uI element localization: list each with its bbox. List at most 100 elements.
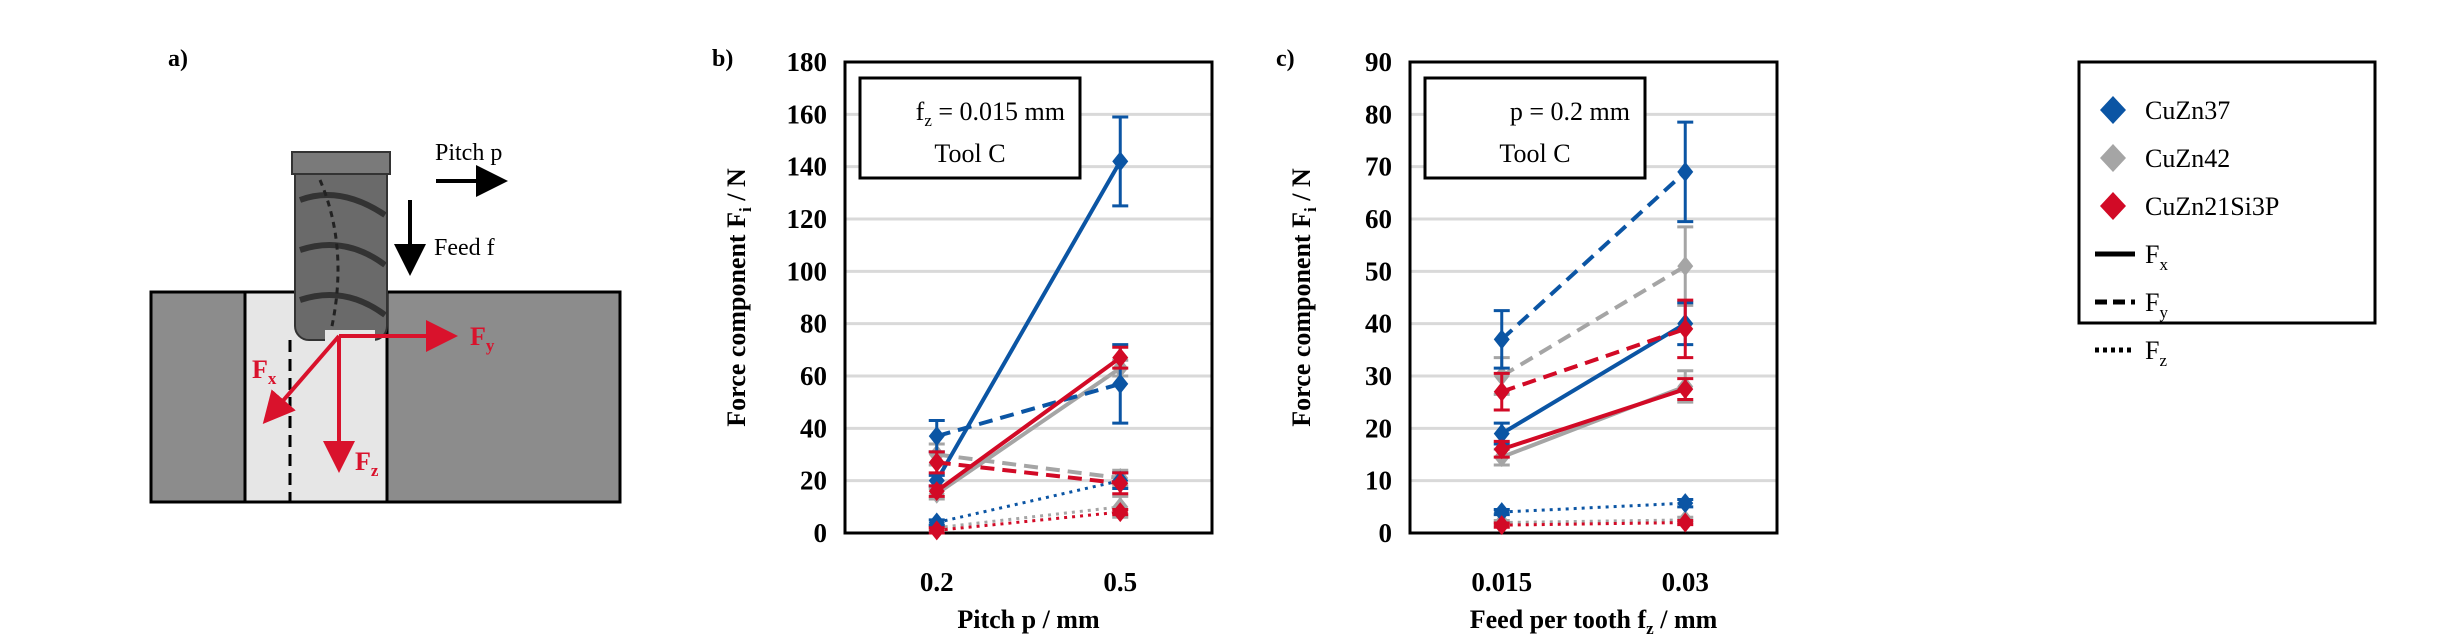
series-cuzn37-fy <box>1493 120 1694 370</box>
data-point-marker <box>1112 347 1129 368</box>
data-point-marker <box>1493 502 1510 523</box>
annotation-line2: Tool C <box>934 139 1005 168</box>
legend-label: Fy <box>2145 288 2168 322</box>
y-tick-label: 50 <box>1365 256 1392 286</box>
y-tick-label: 100 <box>787 256 828 286</box>
data-point-marker <box>928 426 945 447</box>
y-tick-label: 120 <box>787 204 828 234</box>
series-cuzn21si3p-fy <box>928 450 1129 496</box>
data-point-marker <box>1493 381 1510 402</box>
y-tick-label: 30 <box>1365 361 1392 391</box>
data-point-marker <box>1112 373 1129 394</box>
x-tick-label: 0.03 <box>1662 567 1709 597</box>
series-line <box>935 366 1122 496</box>
series-line <box>1501 518 1686 525</box>
annotation-line1: p = 0.2 mm <box>1510 97 1630 126</box>
panel-label-b: b) <box>712 46 733 72</box>
y-tick-label: 140 <box>787 152 828 182</box>
series-line <box>936 381 1121 439</box>
annotation-line2: Tool C <box>1499 139 1570 168</box>
fz-label: Fz <box>355 447 379 480</box>
series-line <box>936 479 1121 524</box>
data-point-marker <box>1677 512 1694 533</box>
legend: CuZn37 CuZn42 CuZn21Si3P Fx Fy Fz <box>2077 60 2377 370</box>
fy-label: Fy <box>470 322 495 355</box>
y-tick-label: 20 <box>1365 413 1392 443</box>
y-tick-label: 20 <box>800 466 827 496</box>
series-cuzn21si3p-fx <box>1493 377 1694 460</box>
y-tick-label: 60 <box>1365 204 1392 234</box>
series-cuzn21si3p-fx <box>928 345 1129 502</box>
y-axis-label: Force component Fi / N <box>1287 168 1320 427</box>
legend-marker-cuzn42 <box>2100 144 2126 172</box>
series-line <box>1501 387 1686 452</box>
y-tick-label: 90 <box>1365 47 1392 77</box>
legend-label: CuZn21Si3P <box>2145 192 2279 221</box>
data-point-marker <box>928 452 945 473</box>
data-point-marker <box>1112 151 1129 172</box>
data-point-marker <box>928 520 945 541</box>
annotation-box <box>858 76 1082 180</box>
pitch-label: Pitch p <box>435 140 502 166</box>
data-point-marker <box>1677 256 1694 277</box>
data-point-marker <box>1677 161 1694 182</box>
data-point-marker <box>1677 493 1694 514</box>
x-tick-label: 0.015 <box>1471 567 1532 597</box>
y-tick-label: 40 <box>1365 309 1392 339</box>
end-mill-tool <box>291 151 391 355</box>
fx-arrow <box>262 334 341 425</box>
panel-label-c: c) <box>1276 46 1295 72</box>
annotation-box <box>1423 76 1647 180</box>
series-line <box>936 460 1121 486</box>
x-axis-label: Pitch p / mm <box>957 605 1100 634</box>
series-cuzn37-fz <box>1493 493 1694 523</box>
y-tick-label: 70 <box>1365 152 1392 182</box>
fx-label: Fx <box>252 355 277 388</box>
panel-label-a: a) <box>168 46 188 72</box>
legend-label: Fx <box>2145 240 2168 274</box>
series-line <box>1501 501 1686 514</box>
x-axis-label: Feed per tooth fz / mm <box>1470 605 1718 638</box>
series-cuzn21si3p-fz <box>1493 512 1694 536</box>
series-line <box>936 505 1121 530</box>
series-line <box>936 510 1121 532</box>
y-tick-label: 160 <box>787 99 828 129</box>
x-tick-label: 0.2 <box>920 567 954 597</box>
data-point-marker <box>928 481 945 502</box>
series-cuzn37-fy <box>928 343 1129 454</box>
y-tick-label: 0 <box>814 518 828 548</box>
feed-label: Feed f <box>434 235 495 261</box>
y-tick-label: 80 <box>800 309 827 339</box>
plot-area <box>1408 60 1779 535</box>
data-point-marker <box>1493 329 1510 350</box>
series-line <box>1500 170 1687 341</box>
legend-marker-cuzn37 <box>2100 96 2126 124</box>
data-point-marker <box>1112 502 1129 523</box>
data-point-marker <box>1493 515 1510 536</box>
series-cuzn42-fy <box>1493 225 1694 396</box>
series-cuzn42-fz <box>1493 509 1694 533</box>
legend-box <box>2077 60 2377 325</box>
series-line <box>1501 521 1686 527</box>
series-line <box>936 452 1121 481</box>
series-line <box>1500 264 1687 378</box>
x-tick-label: 0.5 <box>1103 567 1137 597</box>
y-axis-label: Force component Fi / N <box>722 168 755 427</box>
annotation-line1: fz = 0.015 mm <box>916 97 1065 130</box>
series-line <box>1500 321 1687 436</box>
legend-label: Fz <box>2145 336 2167 370</box>
y-tick-label: 80 <box>1365 99 1392 129</box>
milling-diagram: Pitch p Feed f Fy Fx Fz <box>149 140 622 504</box>
series-line <box>1501 327 1686 394</box>
series-cuzn21si3p-fz <box>928 502 1129 541</box>
series-line <box>935 356 1122 493</box>
y-tick-label: 10 <box>1365 466 1392 496</box>
y-tick-label: 60 <box>800 361 827 391</box>
legend-label: CuZn42 <box>2145 144 2230 173</box>
y-tick-label: 180 <box>787 47 828 77</box>
y-tick-label: 0 <box>1379 518 1393 548</box>
data-point-marker <box>1677 318 1694 339</box>
